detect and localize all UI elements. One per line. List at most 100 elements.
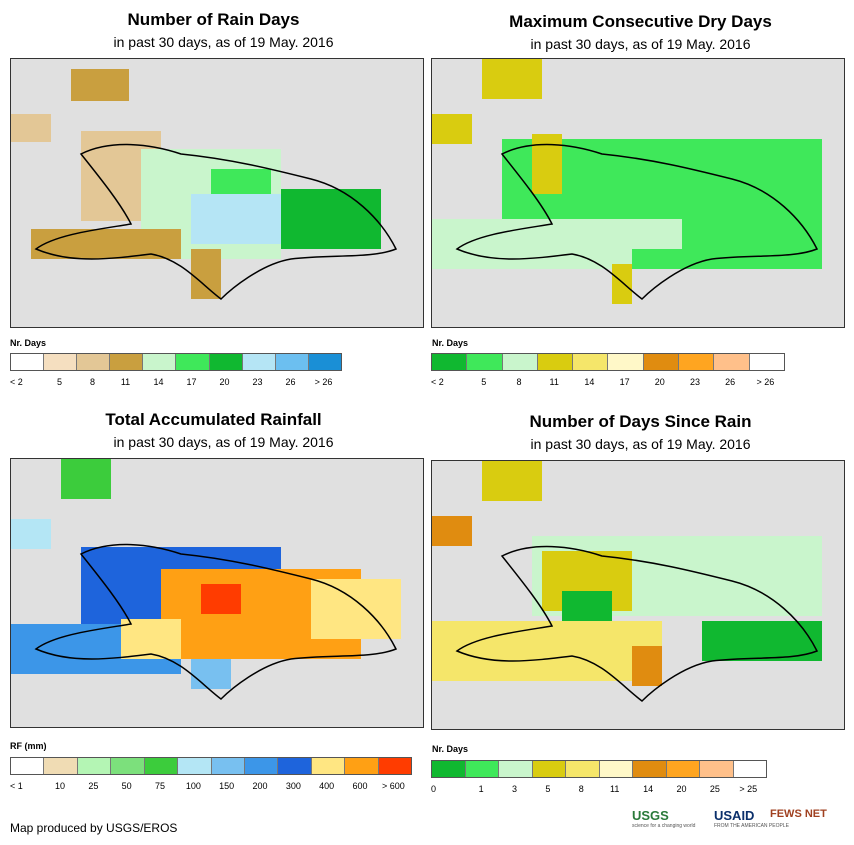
grid-cell xyxy=(201,584,241,614)
legend-label: 23 xyxy=(689,377,700,387)
legend-swatch xyxy=(700,761,734,777)
grid-cell xyxy=(432,114,472,144)
legend-label: 400 xyxy=(319,781,335,791)
legend-swatch xyxy=(211,758,245,774)
legend-label: 50 xyxy=(121,781,132,791)
legend-swatch xyxy=(714,354,750,370)
footer-credit: Map produced by USGS/EROS xyxy=(10,821,178,835)
legend-swatch xyxy=(144,758,179,774)
map-since-rain xyxy=(431,460,845,730)
legend-swatch xyxy=(733,761,766,777)
legend-label: > 600 xyxy=(381,781,405,791)
legend-swatch xyxy=(275,354,309,370)
legend-label: > 26 xyxy=(314,377,333,387)
legend-swatch xyxy=(178,758,212,774)
legend-label: < 2 xyxy=(431,377,444,387)
usgs-logo-tagline: science for a changing world xyxy=(632,823,696,829)
legend-label: > 25 xyxy=(739,784,758,794)
legend-swatch xyxy=(666,761,700,777)
grid-cell xyxy=(11,114,51,142)
legend-label: 8 xyxy=(516,377,522,387)
legend-swatch xyxy=(432,354,468,370)
grid-cell xyxy=(71,69,129,101)
grid-cell xyxy=(532,134,562,194)
legend-label: 26 xyxy=(285,377,296,387)
legend-label: 11 xyxy=(120,377,131,387)
legend-swatch xyxy=(44,354,78,370)
legend-swatch xyxy=(432,761,466,777)
island-outline xyxy=(455,143,819,300)
legend-swatch xyxy=(311,758,346,774)
legend-swatch xyxy=(537,354,574,370)
legend-bar-dry-days xyxy=(431,353,785,371)
grid-cell xyxy=(11,519,51,549)
grid-cell xyxy=(191,194,281,244)
legend-label: 75 xyxy=(154,781,165,791)
legend-label: 17 xyxy=(186,377,197,387)
island-outline xyxy=(455,545,819,702)
legend-label: 600 xyxy=(352,781,368,791)
map-dry-days xyxy=(431,58,845,328)
legend-label: 100 xyxy=(185,781,201,791)
legend-swatch xyxy=(209,354,243,370)
legend-swatch xyxy=(599,761,633,777)
map-rain-days xyxy=(10,58,424,328)
usgs-logo-text: USGS xyxy=(632,808,669,823)
panel-title-dry-days: Maximum Consecutive Dry Days xyxy=(509,12,772,31)
legend-label: 11 xyxy=(549,377,559,387)
grid-cell xyxy=(281,189,381,249)
legend-label: > 26 xyxy=(756,377,775,387)
grid-cell xyxy=(31,229,181,259)
legend-label: 25 xyxy=(88,781,99,791)
map-rain-days-svg xyxy=(11,69,398,300)
legend-label: 20 xyxy=(676,784,687,794)
legend-bar-rainfall xyxy=(10,757,412,775)
grid-cell xyxy=(612,219,682,249)
legend-swatch xyxy=(242,354,276,370)
grid-cell xyxy=(61,459,111,499)
island-outline xyxy=(34,543,398,700)
legend-label: 14 xyxy=(153,377,164,387)
legend-title-rainfall: RF (mm) xyxy=(10,741,47,751)
legend-swatch xyxy=(502,354,538,370)
legend-swatch xyxy=(566,761,600,777)
legend-swatch xyxy=(608,354,644,370)
legend-label: 5 xyxy=(545,784,551,794)
legend-swatch xyxy=(11,758,45,774)
legend-swatch xyxy=(465,761,499,777)
grid-cell xyxy=(191,659,231,689)
legend-bar-rain-days xyxy=(10,353,342,371)
legend-swatch xyxy=(77,758,112,774)
legend-label: 300 xyxy=(285,781,301,791)
grid-cell xyxy=(432,516,472,546)
panel-title-rain-days: Number of Rain Days xyxy=(127,10,300,29)
usaid-logo: USAID FROM THE AMERICAN PEOPLE xyxy=(714,808,789,829)
grid-cell xyxy=(311,579,401,639)
grid-cell xyxy=(121,619,181,659)
panel-title-rainfall: Total Accumulated Rainfall xyxy=(105,410,322,429)
map-rainfall xyxy=(10,458,424,728)
legend-label: 23 xyxy=(252,377,263,387)
panel-subtitle-dry-days: in past 30 days, as of 19 May. 2016 xyxy=(530,36,751,52)
fews-net-logo: FEWS NET xyxy=(770,808,827,820)
legend-title-rain-days: Nr. Days xyxy=(10,338,47,348)
map-dry-days-svg xyxy=(432,59,822,304)
grid-cell xyxy=(562,591,612,621)
map-since-rain-svg xyxy=(432,461,822,702)
legend-swatch xyxy=(345,758,379,774)
legend-swatch xyxy=(11,354,45,370)
legend-label: < 1 xyxy=(10,781,23,791)
legend-label: 3 xyxy=(511,784,517,794)
grid-cell xyxy=(482,59,542,99)
legend-label: 0 xyxy=(431,784,437,794)
usaid-logo-tagline: FROM THE AMERICAN PEOPLE xyxy=(714,823,789,829)
legend-label: 10 xyxy=(54,781,65,791)
usgs-logo: USGS science for a changing world xyxy=(632,808,695,829)
legend-swatch xyxy=(532,761,566,777)
legend-swatch xyxy=(643,354,680,370)
usaid-logo-text: USAID xyxy=(714,808,755,823)
legend-swatch xyxy=(111,758,145,774)
grid-cell xyxy=(432,621,662,681)
legend-label: 20 xyxy=(654,377,665,387)
legend-label: 25 xyxy=(709,784,720,794)
